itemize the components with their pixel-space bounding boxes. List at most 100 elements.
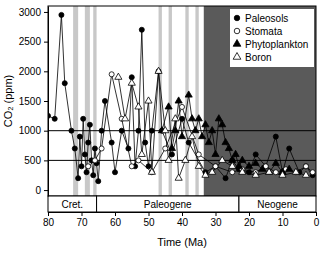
- x-axis: 80706050403020100: [43, 212, 320, 228]
- x-tick-mark: [115, 212, 116, 216]
- x-tick-mark: [216, 212, 217, 216]
- data-point: [143, 140, 148, 145]
- data-point: [179, 116, 184, 121]
- data-point: [196, 152, 201, 157]
- data-point: [213, 164, 218, 169]
- data-point: [99, 128, 104, 133]
- x-tick-label: 30: [210, 217, 222, 228]
- data-point: [129, 164, 134, 169]
- data-point: [136, 158, 141, 163]
- y-tick: 500: [24, 155, 48, 166]
- legend-symbol: [233, 40, 241, 47]
- data-point: [72, 146, 77, 151]
- data-point: [229, 162, 236, 168]
- data-point: [225, 144, 232, 150]
- period-box: [97, 196, 239, 212]
- y-tick-label: 0: [35, 185, 41, 196]
- data-point: [77, 134, 82, 139]
- y-axis-line: [48, 7, 49, 197]
- data-point: [188, 133, 195, 139]
- period-label: Neogene: [257, 199, 298, 210]
- data-point: [99, 146, 104, 151]
- shaded-band: [73, 6, 78, 196]
- data-point: [82, 152, 87, 157]
- data-point: [273, 134, 278, 139]
- plot-area: [48, 6, 316, 196]
- plot-frame: [48, 6, 316, 196]
- data-point: [162, 127, 169, 133]
- data-point: [202, 171, 209, 177]
- data-point: [266, 168, 273, 174]
- series-line: [162, 95, 289, 172]
- data-point: [86, 140, 91, 145]
- data-point: [273, 170, 278, 175]
- data-point: [62, 81, 67, 86]
- data-point: [165, 103, 172, 109]
- data-point: [239, 168, 246, 174]
- data-point: [81, 116, 86, 121]
- data-point: [205, 138, 212, 144]
- data-point: [135, 103, 142, 109]
- data-point: [178, 133, 185, 139]
- legend-label: Phytoplankton: [245, 39, 308, 50]
- data-point: [302, 171, 309, 177]
- data-point: [292, 168, 299, 174]
- data-point: [209, 168, 216, 174]
- period-label: Paleogene: [144, 199, 192, 210]
- x-tick-mark: [149, 212, 150, 216]
- data-point: [109, 72, 114, 77]
- y-tick-label: 1500: [19, 96, 42, 107]
- y-tick-label: 500: [24, 155, 41, 166]
- data-point: [252, 171, 259, 177]
- series-line: [48, 15, 313, 181]
- x-tick-label: 80: [43, 217, 55, 228]
- y-tick-mark: [44, 101, 48, 102]
- y-tick-mark: [44, 42, 48, 43]
- data-point: [175, 97, 182, 103]
- y-tick-mark: [44, 160, 48, 161]
- data-point: [235, 162, 242, 168]
- y-tick-label: 3000: [19, 7, 42, 18]
- series-line: [118, 71, 306, 178]
- data-point: [182, 156, 189, 162]
- data-point: [266, 168, 273, 174]
- data-point: [128, 79, 135, 85]
- y-tick: 2000: [19, 66, 48, 77]
- x-tick-mark: [48, 212, 49, 216]
- x-tick: 70: [76, 212, 88, 228]
- chart: Cret.PaleogeneNeogene8070605040302010005…: [0, 0, 322, 254]
- data-point: [145, 97, 152, 103]
- period-label: Cret.: [61, 199, 83, 210]
- y-axis: 050010001500200025003000: [19, 7, 49, 197]
- data-point: [146, 164, 151, 169]
- data-point: [119, 128, 124, 133]
- data-point: [172, 127, 179, 133]
- data-point: [230, 170, 235, 175]
- x-tick: 60: [110, 212, 122, 228]
- x-tick-label: 20: [244, 217, 256, 228]
- data-point: [92, 146, 97, 151]
- data-point: [239, 156, 246, 162]
- data-point: [87, 122, 92, 127]
- shaded-band: [185, 6, 188, 196]
- legend-box: [230, 9, 314, 67]
- y-tick: 3000: [19, 7, 48, 18]
- data-point: [91, 173, 96, 178]
- shaded-band: [169, 6, 172, 196]
- x-tick-mark: [283, 212, 284, 216]
- y-tick-mark: [44, 12, 48, 13]
- data-point: [136, 128, 141, 133]
- data-point: [188, 115, 195, 121]
- data-point: [286, 165, 293, 171]
- data-point: [138, 150, 145, 156]
- data-point: [209, 127, 216, 133]
- x-tick-mark: [316, 212, 317, 216]
- data-point: [109, 140, 114, 145]
- x-tick-label: 50: [143, 217, 155, 228]
- data-point: [121, 115, 128, 121]
- data-point: [232, 150, 239, 156]
- x-tick: 80: [43, 212, 55, 228]
- data-point: [69, 128, 74, 133]
- data-point: [79, 164, 84, 169]
- data-point: [163, 146, 168, 151]
